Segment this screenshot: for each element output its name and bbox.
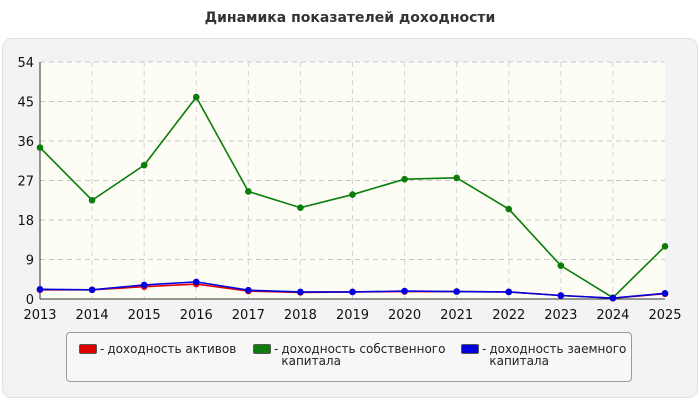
data-point-series-0 <box>88 196 96 204</box>
data-point-series-2 <box>453 288 460 295</box>
x-tick-label: 2013 <box>23 308 56 323</box>
data-point-series-2 <box>401 287 408 295</box>
data-point-series-2 <box>557 292 565 299</box>
data-point-series-0 <box>557 262 565 269</box>
x-tick-label: 2019 <box>336 308 369 323</box>
x-tick-label: 2016 <box>180 308 213 323</box>
data-point-series-0 <box>245 188 252 195</box>
data-point-series-2 <box>36 286 44 293</box>
y-tick-label: 18 <box>17 214 34 229</box>
legend-label-assets: доходность активов <box>107 342 237 356</box>
data-point-series-2 <box>245 286 252 294</box>
x-tick-label: 2023 <box>544 308 577 323</box>
x-tick-label: 2015 <box>128 308 161 323</box>
legend-label-equity: доходность собственного капитала <box>281 342 446 368</box>
data-point-series-0 <box>192 93 200 101</box>
y-tick-label: 36 <box>17 135 34 150</box>
data-point-series-2 <box>140 281 148 289</box>
legend-swatch-debt <box>461 344 479 354</box>
y-tick-label: 54 <box>17 56 34 71</box>
data-point-series-0 <box>505 205 513 213</box>
data-point-series-0 <box>401 175 408 183</box>
x-tick-label: 2020 <box>388 308 421 323</box>
y-tick-label: 0 <box>26 293 34 308</box>
x-tick-label: 2021 <box>440 308 473 323</box>
y-tick-label: 45 <box>17 96 34 111</box>
chart-title: Динамика показателей доходности <box>204 10 496 26</box>
legend-dash: - <box>482 342 487 356</box>
data-point-series-2 <box>661 289 669 297</box>
data-point-series-2 <box>88 286 96 294</box>
legend-swatch-equity <box>253 344 271 354</box>
x-tick-label: 2018 <box>284 308 317 323</box>
legend-swatch-assets <box>79 344 97 354</box>
legend-dash: - <box>100 342 105 356</box>
x-tick-label: 2017 <box>232 308 265 323</box>
x-tick-label: 2024 <box>596 308 629 323</box>
data-point-series-0 <box>661 243 669 250</box>
data-point-series-0 <box>297 204 304 212</box>
data-point-series-2 <box>609 294 617 302</box>
x-tick-label: 2025 <box>648 308 681 323</box>
data-point-series-2 <box>192 278 200 286</box>
chart-legend: - доходность активов - доходность собствен… <box>66 332 632 382</box>
data-point-series-2 <box>505 288 513 296</box>
y-tick-label: 9 <box>26 254 34 269</box>
data-point-series-2 <box>297 288 304 296</box>
x-tick-label: 2022 <box>492 308 525 323</box>
legend-label-debt: доходность заемного капитала <box>489 342 627 368</box>
data-point-series-0 <box>36 144 44 151</box>
legend-dash: - <box>274 342 279 356</box>
x-tick-label: 2014 <box>76 308 109 323</box>
data-point-series-0 <box>349 191 356 198</box>
data-point-series-0 <box>140 161 148 169</box>
y-tick-label: 27 <box>17 175 34 190</box>
data-point-series-2 <box>349 288 356 296</box>
data-point-series-0 <box>453 174 460 182</box>
